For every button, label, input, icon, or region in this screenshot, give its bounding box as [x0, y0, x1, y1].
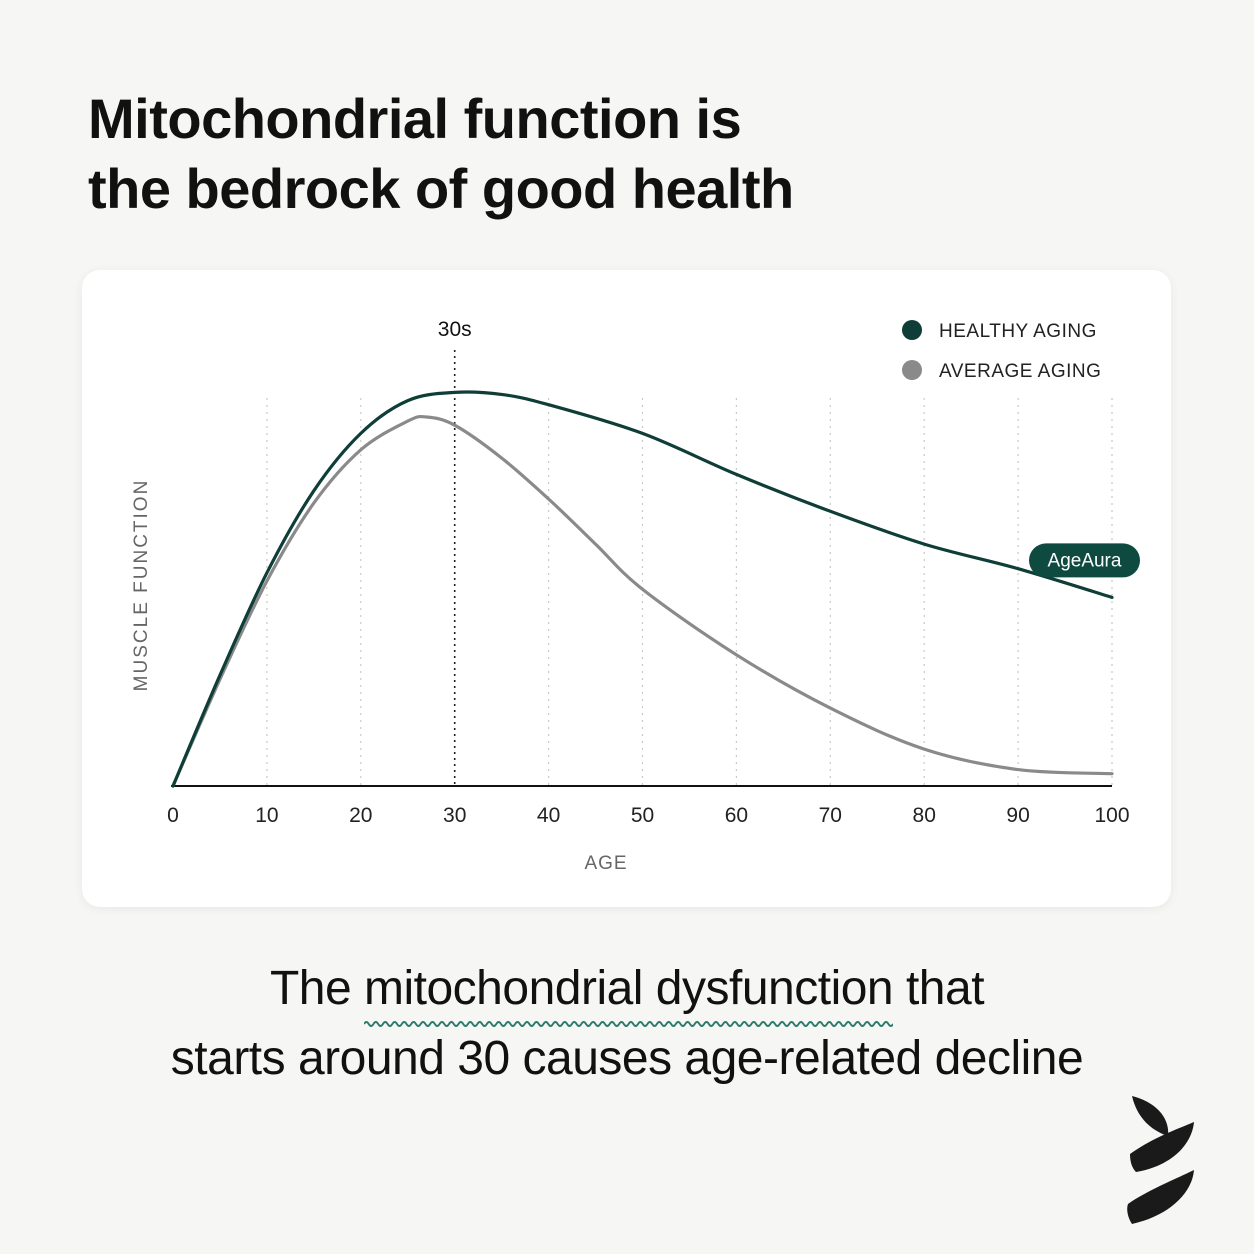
x-tick-label-50: 50: [631, 804, 654, 827]
x-tick-label-20: 20: [349, 804, 372, 827]
series-line-average-aging: [171, 414, 1114, 788]
x-tick-label-40: 40: [537, 804, 560, 827]
squiggle-underline: [364, 1021, 894, 1027]
x-tick-label-90: 90: [1006, 804, 1029, 827]
headline-line-2: the bedrock of good health: [88, 157, 794, 220]
ageaura-badge-label: AgeAura: [1048, 550, 1122, 571]
headline: Mitochondrial function is the bedrock of…: [88, 84, 988, 224]
legend-label-average-aging: AVERAGE AGING: [939, 361, 1101, 382]
series-line-healthy-aging: [171, 390, 1114, 788]
legend-dot-healthy-aging: [902, 320, 922, 340]
tagline-line-1: The mitochondrial dysfunction that: [0, 955, 1254, 1027]
y-axis-title: MUSCLE FUNCTION: [131, 479, 152, 692]
x-tick-label-80: 80: [913, 804, 936, 827]
leaf-logo-icon: [1127, 1096, 1194, 1224]
x-tick-label-30: 30: [443, 804, 466, 827]
tagline-highlight-text: mitochondrial dysfunction: [364, 962, 894, 1015]
headline-line-1: Mitochondrial function is: [88, 87, 742, 150]
ageaura-badge: [1029, 543, 1140, 578]
tagline-pre: The: [269, 962, 364, 1015]
tagline-highlight: mitochondrial dysfunction: [364, 955, 894, 1027]
tagline-line-2: starts around 30 causes age-related decl…: [170, 1032, 1084, 1085]
tagline-post: that: [893, 962, 985, 1015]
x-tick-label-10: 10: [255, 804, 278, 827]
x-tick-label-60: 60: [725, 804, 748, 827]
legend-label-healthy-aging: HEALTHY AGING: [939, 321, 1097, 342]
chart-card: 30s 0 10 20 30 40 50 60 70 80 90 100 AGE MUSCLE FUNCT…: [82, 270, 1171, 907]
x-axis-title: AGE: [584, 853, 627, 874]
legend-dot-average-aging: [902, 360, 922, 380]
marker-label: 30s: [438, 318, 472, 341]
x-tick-label-70: 70: [819, 804, 842, 827]
x-tick-label-100: 100: [1094, 804, 1129, 827]
x-tick-label-0: 0: [167, 804, 179, 827]
line-chart: 30s 0 10 20 30 40 50 60 70 80 90 100 AGE MUSCLE FUNCT…: [131, 318, 1140, 874]
